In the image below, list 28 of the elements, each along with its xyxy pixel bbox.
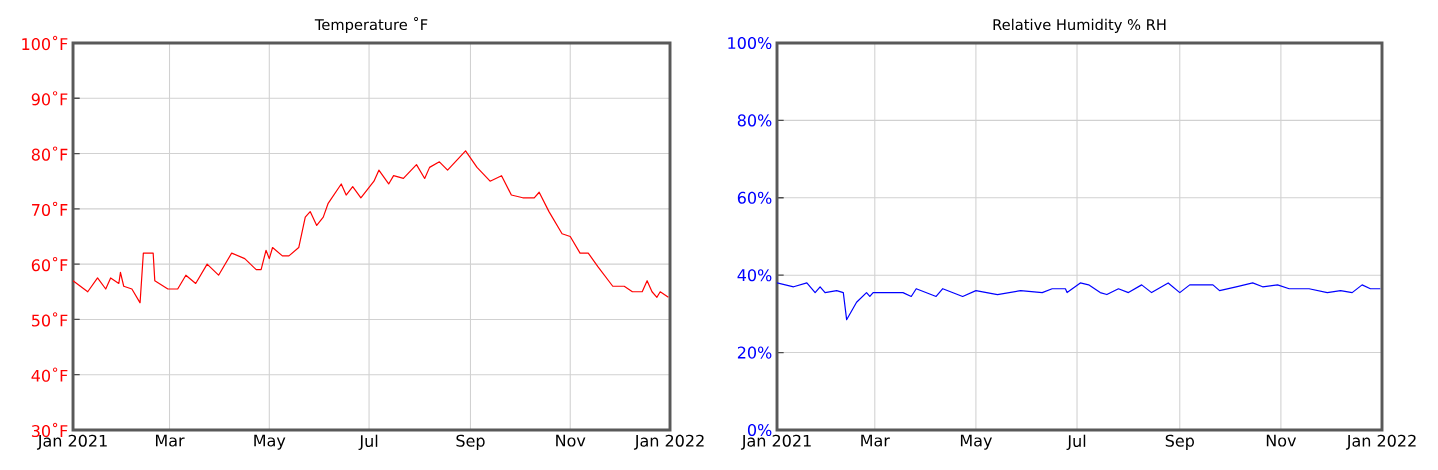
x-tick-label: Nov [556,434,586,447]
x-tick-label: Nov [1266,434,1297,447]
x-tick-label: Mar [861,434,890,447]
x-tick-label: Sep [456,434,485,450]
y-tick-label: 90˚F [31,91,68,106]
y-tick-label: 60˚F [31,256,68,272]
y-tick-label: 100% [728,36,772,50]
line-series [73,150,669,304]
y-tick-label: 40˚F [31,367,68,382]
x-tick-label: Jan 2022 [633,434,704,450]
y-tick-label: 100˚F [22,35,68,51]
y-tick-label: 70˚F [32,201,68,216]
x-tick-label: Jul [1066,434,1086,451]
chart-title: Relative Humidity % RH [993,18,1166,33]
x-tick-label: Sep [1165,434,1194,450]
y-tick-label: 20% [737,346,772,359]
y-tick-label: 40% [737,269,772,282]
chart-title: Temperature ˚F [314,17,428,33]
x-tick-label: Mar [155,434,185,447]
x-tick-label: Jul [358,434,378,451]
y-tick-label: 60% [737,191,772,204]
y-tick-label: 50˚F [31,312,68,327]
x-tick-label: Jan 2022 [1345,434,1416,450]
y-tick-label: 80˚F [31,146,68,161]
y-tick-label: 80% [737,114,772,127]
x-tick-label: May [254,434,286,450]
x-tick-label: May [960,434,992,450]
y-tick-label: 0% [747,423,772,437]
